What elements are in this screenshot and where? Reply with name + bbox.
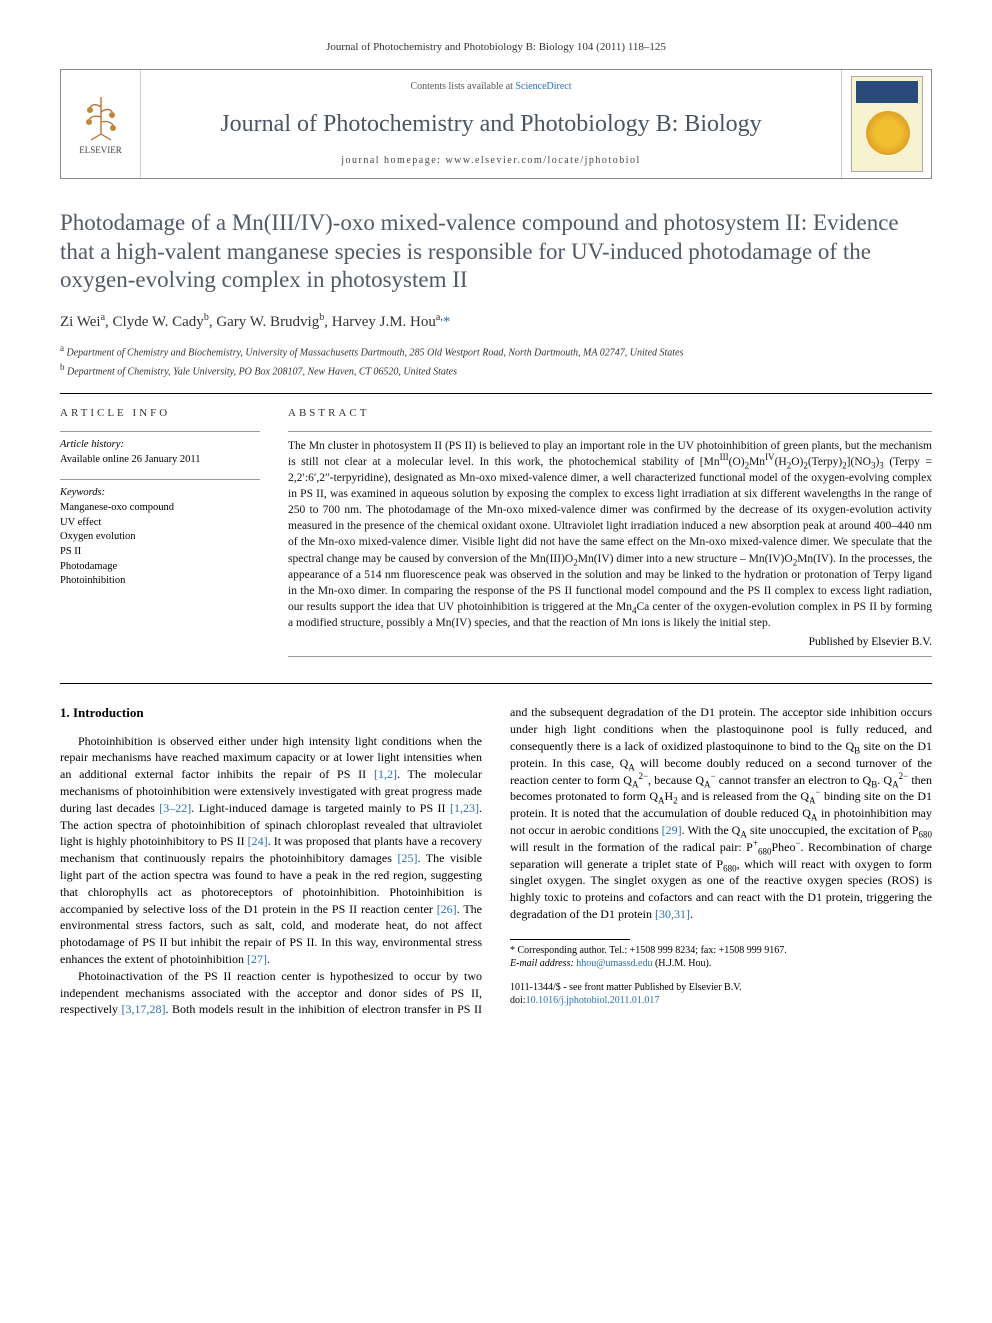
abstract-column: ABSTRACT The Mn cluster in photosystem I… <box>288 406 932 663</box>
doi-line: doi:10.1016/j.jphotobiol.2011.01.017 <box>510 994 932 1008</box>
footnote-separator <box>510 939 630 940</box>
affiliations: a Department of Chemistry and Biochemist… <box>60 342 932 379</box>
footnotes: * Corresponding author. Tel.: +1508 999 … <box>510 944 932 971</box>
authors-names: Zi Weia, Clyde W. Cadyb, Gary W. Brudvig… <box>60 314 443 330</box>
citation-link[interactable]: [3–22] <box>159 801 191 815</box>
citation-link[interactable]: [24] <box>248 834 268 848</box>
cover-image <box>851 76 923 172</box>
info-rule <box>60 431 260 432</box>
doi-label: doi: <box>510 995 526 1006</box>
citation-link[interactable]: [25] <box>397 851 417 865</box>
affil-text-a: Department of Chemistry and Biochemistry… <box>67 348 684 359</box>
body-text: Pheo <box>771 840 795 854</box>
corresponding-author-footnote: * Corresponding author. Tel.: +1508 999 … <box>510 944 932 958</box>
doi-link[interactable]: 10.1016/j.jphotobiol.2011.01.017 <box>526 995 660 1006</box>
abstract-text: The Mn cluster in photosystem II (PS II)… <box>288 438 932 631</box>
citation-link[interactable]: [30,31] <box>655 907 690 921</box>
journal-homepage-line: journal homepage: www.elsevier.com/locat… <box>153 154 829 168</box>
email-label: E-mail address: <box>510 958 574 969</box>
history-value: Available online 26 January 2011 <box>60 454 201 465</box>
corresponding-author-mark[interactable]: * <box>443 314 451 330</box>
article-info-column: ARTICLE INFO Article history: Available … <box>60 406 260 663</box>
keyword-item: PS II <box>60 546 81 557</box>
homepage-url[interactable]: www.elsevier.com/locate/jphotobiol <box>445 155 640 166</box>
body-text: . With the Q <box>682 823 741 837</box>
affiliation-b: b Department of Chemistry, Yale Universi… <box>60 361 932 379</box>
contents-available-line: Contents lists available at ScienceDirec… <box>153 80 829 94</box>
affil-text-b: Department of Chemistry, Yale University… <box>67 366 457 377</box>
homepage-prefix: journal homepage: <box>341 155 445 166</box>
body-text: and is released from the Q <box>678 789 809 803</box>
body-text: will result in the formation of the radi… <box>510 840 753 854</box>
body-text: site unoccupied, the excitation of P <box>747 823 919 837</box>
journal-reference: Journal of Photochemistry and Photobiolo… <box>60 40 932 55</box>
copyright-block: 1011-1344/$ - see front matter Published… <box>510 981 932 1008</box>
abstract-publisher: Published by Elsevier B.V. <box>288 635 932 651</box>
body-text: . Light-induced damage is targeted mainl… <box>191 801 450 815</box>
keyword-item: Photoinhibition <box>60 575 125 586</box>
keyword-item: UV effect <box>60 517 101 528</box>
citation-link[interactable]: [3,17,28] <box>122 1002 166 1016</box>
keyword-item: Oxygen evolution <box>60 531 136 542</box>
publisher-logo: ELSEVIER <box>61 70 141 178</box>
body-text: . Q <box>877 773 892 787</box>
article-history-block: Article history: Available online 26 Jan… <box>60 438 260 467</box>
citation-link[interactable]: [1,2] <box>374 767 397 781</box>
publisher-name: ELSEVIER <box>79 144 122 156</box>
affiliation-a: a Department of Chemistry and Biochemist… <box>60 342 932 360</box>
journal-header-banner: ELSEVIER Contents lists available at Sci… <box>60 69 932 179</box>
history-label: Article history: <box>60 439 124 450</box>
citation-link[interactable]: [27] <box>247 952 267 966</box>
divider <box>60 393 932 394</box>
info-rule <box>60 479 260 480</box>
journal-cover-thumbnail <box>841 70 931 178</box>
journal-name: Journal of Photochemistry and Photobiolo… <box>153 108 829 140</box>
email-who: (H.J.M. Hou). <box>652 958 711 969</box>
keywords-label: Keywords: <box>60 487 105 498</box>
abstract-rule <box>288 431 932 432</box>
citation-link[interactable]: [26] <box>437 902 457 916</box>
keywords-block: Keywords: Manganese-oxo compound UV effe… <box>60 486 260 589</box>
affil-sup-b: b <box>60 362 65 372</box>
issn-line: 1011-1344/$ - see front matter Published… <box>510 981 932 995</box>
divider <box>60 683 932 684</box>
citation-link[interactable]: [1,23] <box>450 801 479 815</box>
email-link[interactable]: hhou@umassd.edu <box>576 958 652 969</box>
email-footnote: E-mail address: hhou@umassd.edu (H.J.M. … <box>510 957 932 971</box>
abstract-rule-bottom <box>288 656 932 657</box>
abstract-heading: ABSTRACT <box>288 406 932 421</box>
keyword-item: Manganese-oxo compound <box>60 502 174 513</box>
contents-prefix: Contents lists available at <box>410 81 515 92</box>
authors-line: Zi Weia, Clyde W. Cadyb, Gary W. Brudvig… <box>60 311 932 332</box>
citation-link[interactable]: [29] <box>662 823 682 837</box>
body-text: cannot transfer an electron to Q <box>716 773 872 787</box>
sciencedirect-link[interactable]: ScienceDirect <box>515 81 571 92</box>
article-body: 1. Introduction Photoinhibition is obser… <box>60 704 932 1018</box>
section-heading-intro: 1. Introduction <box>60 704 482 722</box>
body-paragraph: Photoinhibition is observed either under… <box>60 733 482 968</box>
elsevier-tree-icon <box>76 92 126 142</box>
article-info-heading: ARTICLE INFO <box>60 406 260 421</box>
body-text: , because Q <box>648 773 704 787</box>
affil-sup-a: a <box>60 343 64 353</box>
article-title: Photodamage of a Mn(III/IV)-oxo mixed-va… <box>60 209 932 295</box>
keyword-item: Photodamage <box>60 561 117 572</box>
